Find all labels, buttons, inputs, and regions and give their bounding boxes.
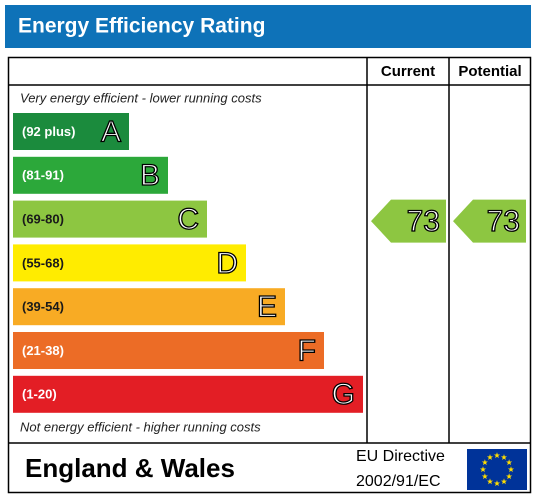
star	[500, 454, 508, 460]
top-note: Very energy efficient - lower running co…	[20, 90, 262, 105]
band	[13, 200, 207, 238]
header-potential: Potential	[458, 63, 521, 80]
band	[13, 156, 168, 194]
directive-code: 2002/91/EC	[356, 473, 441, 490]
title-bar	[5, 5, 531, 48]
band-range: (92 plus)	[22, 124, 75, 139]
star	[481, 459, 488, 466]
title: Energy Efficiency Rating	[18, 15, 265, 38]
rating-value: 73	[487, 205, 520, 238]
band-letter: D	[216, 247, 238, 280]
star	[486, 454, 494, 460]
band-letter: G	[332, 378, 355, 411]
star	[506, 459, 513, 466]
star	[507, 466, 515, 473]
band-letter: F	[298, 334, 316, 367]
rating-arrow	[453, 199, 526, 243]
rating-value: 73	[407, 205, 440, 238]
eu-stars	[479, 452, 515, 487]
band	[13, 113, 129, 150]
star	[479, 466, 487, 473]
star	[486, 478, 494, 485]
band	[13, 332, 324, 369]
band-letter: C	[177, 203, 199, 236]
star	[506, 473, 513, 480]
region: England & Wales	[25, 453, 235, 483]
frame	[7, 56, 532, 494]
star	[500, 478, 508, 485]
band-range: (39-54)	[22, 299, 64, 314]
star	[493, 480, 501, 487]
band	[13, 288, 285, 326]
band	[13, 375, 363, 413]
star	[481, 473, 488, 480]
band-range: (1-20)	[22, 387, 57, 402]
band-letter: E	[257, 291, 277, 324]
rating-arrow	[371, 199, 446, 243]
band	[13, 244, 246, 282]
bottom-note: Not energy efficient - higher running co…	[20, 419, 261, 434]
band-letter: B	[140, 159, 160, 192]
header-current: Current	[381, 63, 435, 80]
band-range: (55-68)	[22, 255, 64, 270]
band-range: (69-80)	[22, 212, 64, 227]
star	[493, 452, 501, 459]
band-letter: A	[101, 115, 121, 148]
directive: EU Directive	[356, 448, 445, 465]
band-range: (21-38)	[22, 343, 64, 358]
band-range: (81-91)	[22, 168, 64, 183]
